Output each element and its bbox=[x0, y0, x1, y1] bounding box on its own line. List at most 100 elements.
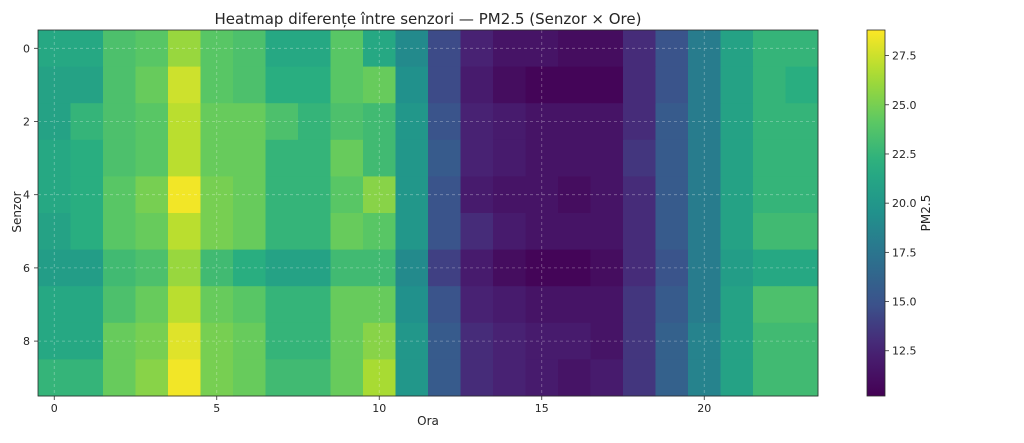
heatmap-cell bbox=[395, 322, 429, 360]
heatmap-cell bbox=[265, 322, 299, 360]
heatmap-cell bbox=[623, 359, 656, 397]
heatmap-cell bbox=[720, 66, 754, 104]
heatmap-cell bbox=[168, 322, 201, 360]
heatmap-cell bbox=[168, 249, 201, 287]
heatmap-cell bbox=[720, 213, 754, 250]
heatmap-cell bbox=[460, 30, 494, 67]
heatmap-cell bbox=[558, 103, 591, 141]
heatmap-cell bbox=[330, 30, 364, 67]
heatmap-cell bbox=[460, 103, 494, 141]
heatmap-cell bbox=[233, 139, 266, 177]
heatmap-cell bbox=[655, 359, 689, 397]
colorbar-tick-label: 15.0 bbox=[892, 296, 917, 309]
heatmap-cell bbox=[200, 139, 234, 177]
colorbar-tick-label: 27.5 bbox=[892, 50, 917, 63]
heatmap-cell bbox=[70, 322, 104, 360]
heatmap-cell bbox=[493, 66, 526, 104]
x-axis: 0 5 10 15 20 bbox=[51, 396, 711, 415]
heatmap-cell bbox=[200, 66, 234, 104]
heatmap-cell bbox=[753, 286, 786, 324]
chart-title: Heatmap diferențe între senzori — PM2.5 … bbox=[215, 10, 642, 28]
y-tick-label: 4 bbox=[23, 189, 30, 202]
heatmap-cell bbox=[655, 249, 689, 287]
heatmap-cell bbox=[428, 249, 461, 287]
x-tick-label: 0 bbox=[51, 402, 58, 415]
heatmap-cell bbox=[168, 103, 201, 141]
heatmap-cell bbox=[363, 359, 396, 397]
heatmap-cell bbox=[265, 359, 299, 397]
heatmap-cell bbox=[298, 213, 331, 250]
heatmap-cell bbox=[363, 213, 396, 250]
heatmap-cell bbox=[493, 359, 526, 397]
heatmap-cell bbox=[233, 30, 266, 67]
heatmap-cell bbox=[233, 359, 266, 397]
heatmap-cell bbox=[753, 139, 786, 177]
heatmap-cell bbox=[135, 30, 169, 67]
heatmap-cell bbox=[135, 359, 169, 397]
colorbar-tick-label: 22.5 bbox=[892, 148, 917, 161]
heatmap-cell bbox=[363, 103, 396, 141]
heatmap-cell bbox=[688, 286, 721, 324]
heatmap-cell bbox=[753, 176, 786, 214]
heatmap-cell bbox=[428, 30, 461, 67]
heatmap-cell bbox=[720, 249, 754, 287]
heatmap-cell bbox=[558, 66, 591, 104]
heatmap-cell bbox=[590, 176, 624, 214]
heatmap-cell bbox=[460, 249, 494, 287]
heatmap-cell bbox=[720, 359, 754, 397]
heatmap-cell bbox=[168, 359, 201, 397]
heatmap-cell bbox=[38, 66, 71, 104]
heatmap-cell bbox=[720, 322, 754, 360]
grid-lines bbox=[38, 30, 818, 396]
heatmap-cell bbox=[298, 286, 331, 324]
heatmap-cell bbox=[590, 249, 624, 287]
colorbar-tick-label: 17.5 bbox=[892, 246, 917, 259]
heatmap-cell bbox=[135, 176, 169, 214]
heatmap-cell bbox=[525, 359, 559, 397]
y-tick-label: 0 bbox=[23, 42, 30, 55]
heatmap-cell bbox=[655, 286, 689, 324]
heatmap-cell bbox=[38, 286, 71, 324]
heatmap-cell bbox=[200, 176, 234, 214]
heatmap-cell bbox=[363, 249, 396, 287]
heatmap-cell bbox=[330, 249, 364, 287]
heatmap-cell bbox=[135, 286, 169, 324]
heatmap-cell bbox=[558, 359, 591, 397]
heatmap-cell bbox=[200, 249, 234, 287]
heatmap-cell bbox=[135, 139, 169, 177]
heatmap-cell bbox=[753, 30, 786, 67]
heatmap-cell bbox=[363, 139, 396, 177]
heatmap-cell bbox=[688, 30, 721, 67]
heatmap-cell bbox=[493, 286, 526, 324]
heatmap-cell bbox=[590, 286, 624, 324]
heatmap-cell bbox=[558, 213, 591, 250]
heatmap-cell bbox=[655, 213, 689, 250]
heatmap-cell bbox=[298, 139, 331, 177]
heatmap-cell bbox=[590, 139, 624, 177]
heatmap-cell bbox=[590, 213, 624, 250]
heatmap-cell bbox=[363, 30, 396, 67]
heatmap-cell bbox=[298, 249, 331, 287]
heatmap-cell bbox=[460, 213, 494, 250]
heatmap-cell bbox=[330, 286, 364, 324]
heatmap-cell bbox=[395, 286, 429, 324]
heatmap-cell bbox=[623, 139, 656, 177]
heatmap-cell bbox=[103, 103, 136, 141]
heatmap-cell bbox=[785, 176, 819, 214]
heatmap-cell bbox=[38, 103, 71, 141]
heatmap-cell bbox=[265, 286, 299, 324]
heatmap-cell bbox=[785, 322, 819, 360]
heatmap-cell bbox=[688, 139, 721, 177]
heatmap-cell bbox=[428, 359, 461, 397]
heatmap-cell bbox=[785, 30, 819, 67]
heatmap-cell bbox=[363, 66, 396, 104]
heatmap-cell bbox=[655, 66, 689, 104]
heatmap-cell bbox=[265, 66, 299, 104]
heatmap-cell bbox=[428, 213, 461, 250]
heatmap-cell bbox=[135, 66, 169, 104]
heatmap-cell bbox=[525, 249, 559, 287]
heatmap-cell bbox=[363, 286, 396, 324]
heatmap-cell bbox=[623, 30, 656, 67]
heatmap-cell bbox=[493, 139, 526, 177]
heatmap-cell bbox=[785, 66, 819, 104]
